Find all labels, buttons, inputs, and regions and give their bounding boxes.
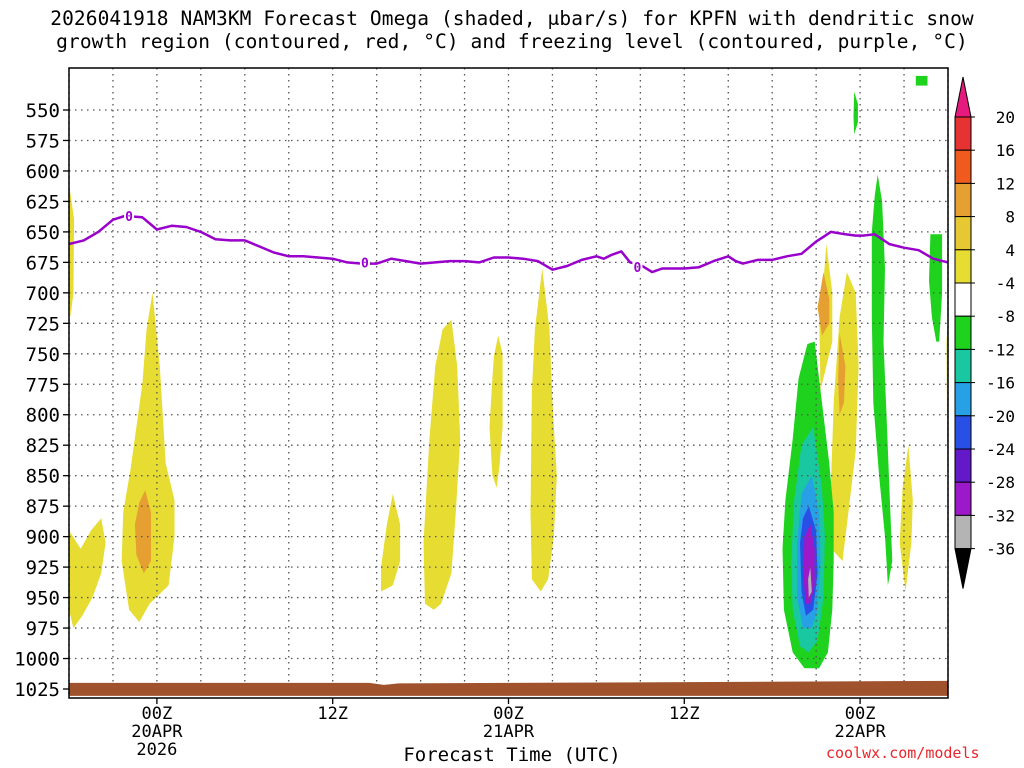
x-tick-label: 00Z [845,704,876,724]
omega-region-orange [134,490,151,574]
x-tick-year: 2026 [136,740,177,760]
colorbar-swatch [954,348,972,384]
freezing-level-contour: 0 0 0 [69,209,948,276]
y-tick-label: 775 [26,374,60,396]
y-tick-label: 875 [26,496,60,518]
y-tick-label: 550 [26,100,60,122]
colorbar-label: -32 [986,506,1015,525]
omega-region-green [929,234,943,342]
colorbar-swatch [954,216,972,251]
omega-region-green [853,91,858,135]
x-tick-date: 21APR [483,722,535,742]
colorbar-swatch [954,415,972,450]
colorbar-swatch [954,282,972,317]
colorbar-swatch [954,382,972,417]
colorbar-label: 16 [996,141,1015,160]
omega-region-yellow [530,268,557,592]
colorbar-triangle-bottom [954,548,972,589]
y-tick-label: 950 [26,588,60,610]
x-tick-label: 00Z [493,704,524,724]
x-tick-label: 12Z [317,704,348,724]
y-tick-label: 800 [26,405,60,427]
y-tick-label: 1000 [14,649,60,671]
colorbar-swatch [954,448,972,483]
y-tick-label: 750 [26,344,60,366]
omega-region-yellow [69,518,106,629]
omega-region-green [871,174,893,586]
colorbar-legend: 20 16 12 8 4 -4 -8 -12 -16 -20 -24 -28 -32 -36 [954,76,1015,589]
chart-title-line-1: 2026041918 NAM3KM Forecast Omega (shaded… [50,7,974,30]
colorbar-label: 20 [996,108,1015,127]
y-tick-label: 925 [26,557,60,579]
x-tick-date: 22APR [835,722,887,742]
freezing-label-bg [359,255,370,269]
y-tick-label: 650 [26,222,60,244]
colorbar-swatch [954,315,972,350]
y-tick-label: 700 [26,283,60,305]
omega-region-yellow [381,494,401,592]
freezing-level-line [69,214,948,274]
y-tick-label: 900 [26,527,60,549]
omega-region-yellow [423,319,461,610]
omega-region-yellow [899,445,913,592]
colorbar-swatch [954,249,972,284]
x-tick-label: 00Z [142,704,173,724]
colorbar-label: -16 [986,374,1015,393]
y-axis-ticks: 550 575 600 625 650 675 700 725 750 775 800 825 850 8… [14,100,69,701]
colorbar-label: -4 [996,274,1015,293]
y-tick-label: 675 [26,252,60,274]
y-tick-label: 600 [26,161,60,183]
colorbar-swatch [954,481,972,516]
x-axis-label: Forecast Time (UTC) [403,744,621,766]
omega-shaded-regions [69,75,948,669]
omega-region-orange [838,333,846,415]
ground-fill [69,680,948,696]
omega-region-yellow [830,272,859,561]
colorbar-swatch [954,514,972,550]
colorbar-label: 12 [996,174,1015,193]
freezing-label-bg [632,260,643,274]
chart-title-line-2: growth region (contoured, red, °C) and f… [56,30,968,53]
grid-lines [68,68,949,698]
freezing-level-label: 0 [634,261,642,276]
omega-region-yellow [489,335,503,488]
omega-region-yellow [69,183,75,318]
omega-region-yellow [121,292,175,622]
y-tick-label: 975 [26,618,60,640]
freezing-level-label: 0 [125,210,133,225]
omega-region-orange [817,272,830,336]
omega-region-green [915,75,928,86]
y-tick-label: 825 [26,435,60,457]
colorbar-triangle-top [954,76,972,118]
colorbar-swatch [954,182,972,218]
omega-region-purple [803,524,815,604]
watermark: coolwx.com/models [826,744,980,762]
colorbar-label: -8 [996,307,1015,326]
colorbar-label: -28 [986,473,1015,492]
colorbar-swatch [954,116,972,151]
colorbar-label: -20 [986,407,1015,426]
y-tick-label: 575 [26,130,60,152]
y-tick-label: 625 [26,191,60,213]
y-tick-label: 725 [26,313,60,335]
omega-region-gray [808,567,812,598]
colorbar-label: 4 [1005,241,1015,260]
ground-band [69,680,948,696]
colorbar-label: -12 [986,340,1015,359]
freezing-level-label: 0 [361,256,369,271]
colorbar-label: -36 [986,540,1015,559]
colorbar-swatch [954,149,972,184]
x-tick-label: 12Z [669,704,700,724]
y-tick-label: 850 [26,466,60,488]
freezing-label-bg [124,209,135,223]
colorbar-label: 8 [1005,208,1015,227]
colorbar-label: -24 [986,440,1015,459]
y-tick-label: 1025 [14,679,60,701]
x-tick-date: 20APR [131,722,183,742]
